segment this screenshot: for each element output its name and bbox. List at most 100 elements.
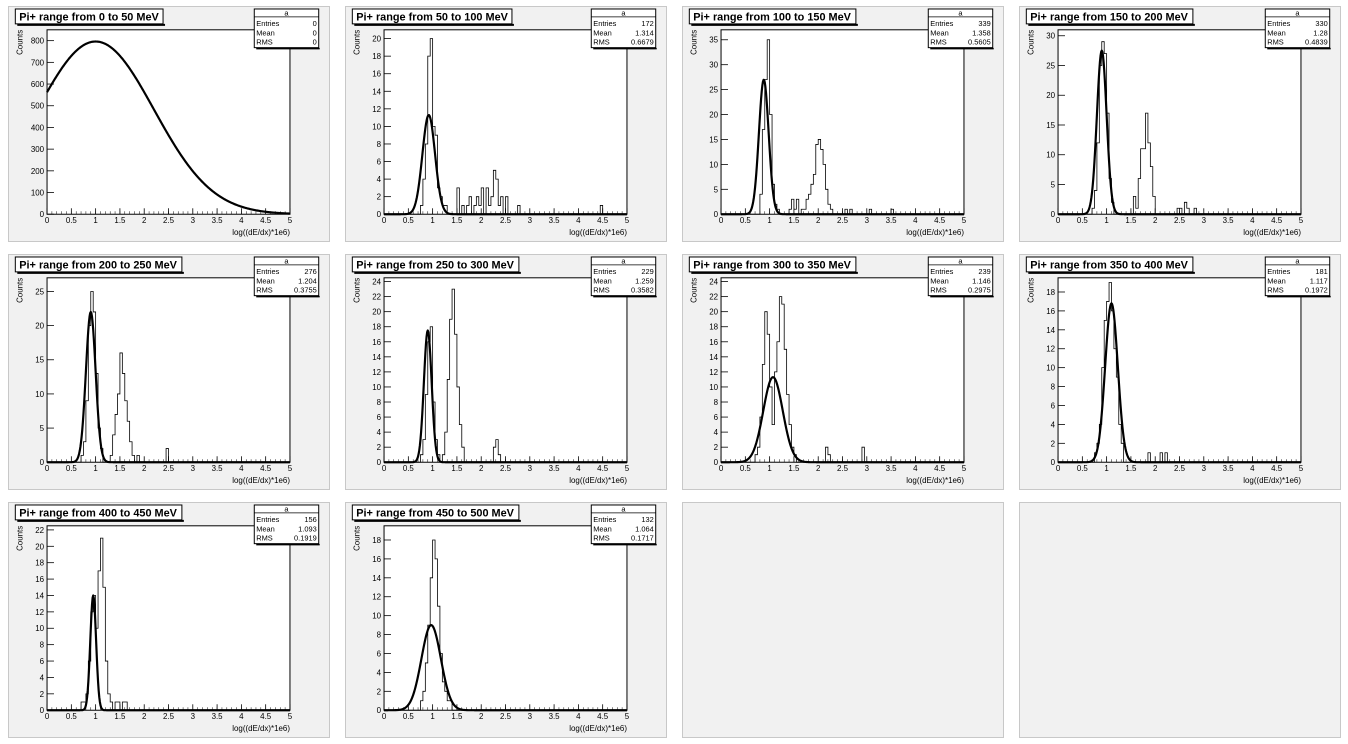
x-tick-label: 5: [625, 216, 630, 225]
stats-rms-label: RMS: [930, 286, 947, 295]
histogram-pad: 0 0.5 1 1.5 2 2.5 3 3.5 4 4.5 5 0 2 4 6 8 10 12 14 16 18 log(…: [1019, 254, 1341, 490]
y-tick-label: 15: [35, 356, 44, 365]
y-tick-label: 18: [35, 559, 44, 568]
x-tick-label: 4.5: [597, 712, 609, 721]
stats-name: a: [284, 504, 289, 513]
x-tick-label: 0: [719, 216, 724, 225]
x-tick-label: 3: [528, 216, 533, 225]
y-tick-label: 4: [377, 428, 382, 437]
x-tick-label: 0: [382, 216, 387, 225]
x-tick-label: 2: [816, 216, 820, 225]
y-tick-label: 24: [709, 278, 718, 287]
x-tick-label: 5: [1299, 464, 1304, 473]
x-tick-label: 2.5: [500, 216, 512, 225]
y-tick-label: 15: [1046, 121, 1055, 130]
x-tick-label: 1: [430, 464, 435, 473]
x-tick-label: 1: [93, 464, 98, 473]
stats-entries-label: Entries: [593, 19, 616, 28]
stats-mean-label: Mean: [1267, 276, 1286, 285]
stats-entries-label: Entries: [1267, 267, 1290, 276]
x-tick-label: 3.5: [212, 216, 224, 225]
pad-title: Pi+ range from 350 to 400 MeV: [1025, 256, 1195, 274]
y-tick-label: 0: [40, 706, 45, 715]
stats-name: a: [284, 256, 289, 265]
y-tick-label: 10: [372, 383, 381, 392]
stats-rms-value: 0.1919: [294, 534, 317, 543]
x-tick-label: 1.5: [1125, 216, 1137, 225]
x-tick-label: 4.5: [597, 464, 609, 473]
x-tick-label: 0.5: [740, 216, 752, 225]
histogram-pad: 0 0.5 1 1.5 2 2.5 3 3.5 4 4.5 50246810121416182022…: [345, 254, 667, 490]
y-tick-label: 0: [714, 458, 719, 467]
pad-title-text: Pi+ range from 450 to 500 MeV: [356, 507, 514, 519]
pad-title: Pi+ range from 400 to 450 MeV: [14, 504, 184, 522]
pad-title-text: Pi+ range from 400 to 450 MeV: [19, 507, 177, 519]
stats-mean-label: Mean: [256, 276, 275, 285]
y-tick-label: 25: [1046, 61, 1055, 70]
y-tick-label: 12: [372, 105, 381, 114]
y-tick-label: 16: [372, 338, 381, 347]
y-tick-label: 0: [377, 706, 382, 715]
y-axis-label: Counts: [689, 278, 698, 303]
y-tick-label: 16: [372, 70, 381, 79]
pad-title: Pi+ range from 250 to 300 MeV: [351, 256, 521, 274]
x-tick-label: 3.5: [549, 712, 561, 721]
x-tick-label: 2: [479, 216, 483, 225]
stats-rms-label: RMS: [256, 534, 273, 543]
y-tick-label: 20: [709, 111, 718, 120]
x-axis-label: log((dE/dx)*1e6): [569, 228, 627, 237]
y-axis-label: Counts: [1026, 278, 1035, 303]
stats-box: a Entries 0 Mean 0 RMS 0: [253, 8, 320, 50]
plot-frame: [1057, 29, 1302, 215]
x-tick-label: 4.5: [597, 216, 609, 225]
x-tick-label: 2.5: [837, 216, 849, 225]
y-tick-label: 8: [377, 140, 382, 149]
stats-mean-value: 1.093: [298, 524, 317, 533]
x-axis-label: log((dE/dx)*1e6): [906, 228, 964, 237]
y-tick-label: 20: [35, 322, 44, 331]
y-tick-label: 15: [709, 135, 718, 144]
x-tick-label: 2: [142, 216, 146, 225]
stats-rms-label: RMS: [1267, 286, 1284, 295]
stats-rms-value: 0.4839: [1305, 38, 1328, 47]
x-tick-label: 1: [93, 216, 98, 225]
y-axis-label: Counts: [352, 278, 361, 303]
x-tick-label: 2: [142, 464, 146, 473]
stats-box: a Entries 330 Mean 1.28 RMS 0.4839: [1264, 8, 1331, 50]
x-tick-label: 4: [239, 464, 244, 473]
x-tick-label: 2: [479, 712, 483, 721]
y-tick-label: 16: [709, 338, 718, 347]
y-tick-label: 20: [372, 35, 381, 44]
stats-entries-value: 156: [304, 515, 316, 524]
stats-entries-value: 172: [641, 19, 653, 28]
stats-entries-value: 339: [978, 19, 990, 28]
stats-mean-value: 1.064: [635, 524, 654, 533]
stats-mean-label: Mean: [1267, 28, 1286, 37]
x-tick-label: 3.5: [549, 464, 561, 473]
pad-title: Pi+ range from 200 to 250 MeV: [14, 256, 184, 274]
x-tick-label: 0: [45, 216, 50, 225]
x-tick-label: 0.5: [740, 464, 752, 473]
x-tick-label: 0: [382, 464, 387, 473]
x-tick-label: 1.5: [451, 464, 463, 473]
y-axis-label: Counts: [15, 526, 24, 551]
stats-mean-value: 1.314: [635, 28, 654, 37]
y-tick-label: 16: [1046, 307, 1055, 316]
histogram-pad: 0 0.5 1 1.5 2 2.5 3 3.5 4 4.5 5 0 2 4 6 8 10 12 14 16 18 log(…: [345, 502, 667, 738]
x-tick-label: 4.5: [1271, 216, 1283, 225]
stats-name: a: [621, 8, 626, 17]
y-tick-label: 30: [709, 61, 718, 70]
stats-rms-label: RMS: [593, 534, 610, 543]
y-tick-label: 5: [40, 424, 45, 433]
x-tick-label: 2: [1153, 464, 1157, 473]
y-tick-label: 5: [714, 185, 719, 194]
x-tick-label: 0: [1056, 464, 1061, 473]
pad-title-text: Pi+ range from 350 to 400 MeV: [1030, 259, 1188, 271]
y-tick-label: 0: [1051, 458, 1056, 467]
x-tick-label: 0.5: [403, 464, 415, 473]
x-tick-label: 1: [430, 712, 435, 721]
x-tick-label: 1.5: [1125, 464, 1137, 473]
stats-entries-label: Entries: [930, 19, 953, 28]
stats-box: a Entries 181 Mean 1.117 RMS 0.1972: [1264, 256, 1331, 298]
histogram-pad: 0 0.5 1 1.5 2 2.5 3 3.5 4 4.5 50246810121416182022…: [682, 254, 1004, 490]
